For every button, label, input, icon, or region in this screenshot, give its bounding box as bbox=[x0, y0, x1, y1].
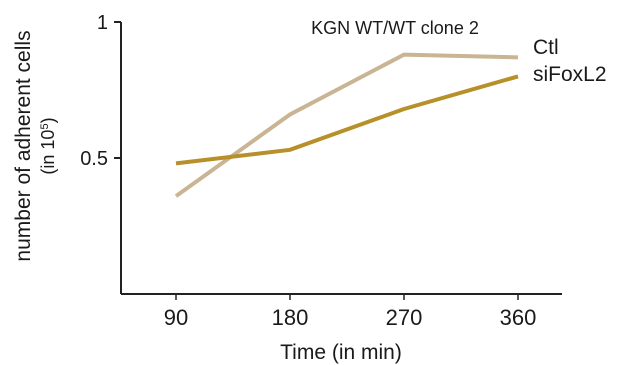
y-axis-title-line2: (in 105) bbox=[38, 117, 58, 174]
legend: Ctl siFoxL2 bbox=[533, 36, 607, 86]
y-tick-label: 0.5 bbox=[80, 148, 108, 170]
y-axis-title: number of adherent cells (in 105) bbox=[12, 30, 58, 261]
series-line-ctl bbox=[174, 52, 519, 198]
chart-title: KGN WT/WT clone 2 bbox=[311, 18, 479, 38]
x-tick-label: 360 bbox=[500, 305, 537, 330]
x-tick-label: 180 bbox=[272, 305, 309, 330]
x-axis-title: Time (in min) bbox=[280, 341, 402, 364]
legend-label-sifoxl2: siFoxL2 bbox=[533, 63, 607, 86]
series-line-sifoxl2 bbox=[175, 74, 519, 166]
x-ticks: 90 180 270 360 bbox=[164, 294, 537, 330]
series-layer bbox=[174, 52, 519, 198]
x-tick-label: 270 bbox=[386, 305, 423, 330]
y-tick-label: 1 bbox=[97, 12, 108, 34]
y-ticks: 0.51 bbox=[80, 12, 121, 170]
x-tick-label: 90 bbox=[164, 305, 188, 330]
legend-label-ctl: Ctl bbox=[533, 36, 559, 59]
y-axis-title-line1: number of adherent cells bbox=[12, 30, 35, 261]
